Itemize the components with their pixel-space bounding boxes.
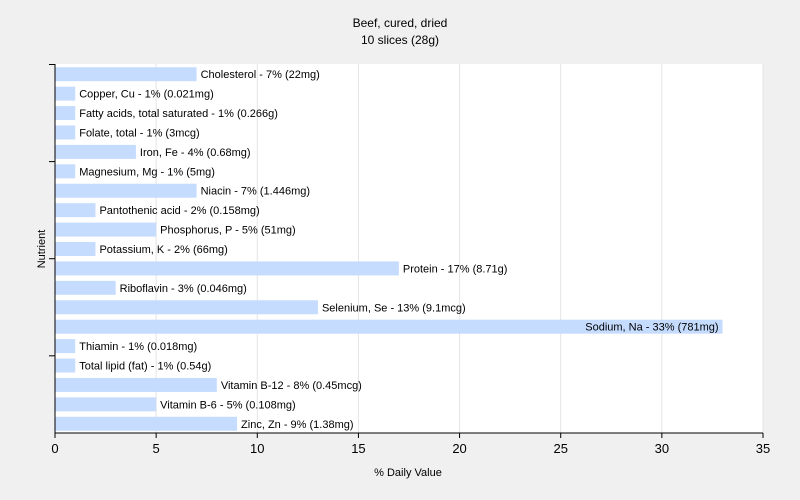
bar-label-10: Protein - 17% (8.71g) [403, 263, 508, 275]
bar-2 [55, 106, 76, 121]
bar-13 [55, 319, 723, 334]
chart-title: Beef, cured, dried [353, 16, 448, 30]
x-tick-label-7: 35 [756, 441, 770, 456]
x-axis-label: % Daily Value [374, 467, 442, 479]
bar-14 [55, 339, 76, 354]
x-tick-label-1: 5 [153, 441, 160, 456]
bar-label-14: Thiamin - 1% (0.018mg) [79, 341, 197, 353]
chart-subtitle: 10 slices (28g) [361, 33, 439, 47]
bar-label-9: Potassium, K - 2% (66mg) [99, 244, 227, 256]
bar-5 [55, 164, 76, 179]
bar-10 [55, 261, 399, 276]
bar-label-4: Iron, Fe - 4% (0.68mg) [140, 147, 251, 159]
bar-0 [55, 67, 197, 82]
x-tick-label-6: 30 [655, 441, 669, 456]
bar-18 [55, 416, 238, 431]
bar-1 [55, 86, 76, 101]
bar-17 [55, 397, 157, 412]
y-axis-label: Nutrient [36, 230, 48, 269]
x-tick-label-2: 10 [250, 441, 264, 456]
bar-12 [55, 300, 318, 315]
x-tick-label-5: 25 [553, 441, 567, 456]
bar-16 [55, 377, 217, 392]
bar-label-5: Magnesium, Mg - 1% (5mg) [79, 166, 215, 178]
bar-11 [55, 280, 116, 295]
x-tick-label-0: 0 [51, 441, 58, 456]
bar-label-15: Total lipid (fat) - 1% (0.54g) [79, 361, 211, 373]
bar-9 [55, 242, 96, 256]
bar-15 [55, 358, 76, 373]
bar-label-12: Selenium, Se - 13% (9.1mcg) [322, 302, 466, 314]
bar-label-2: Fatty acids, total saturated - 1% (0.266… [79, 108, 278, 120]
bar-label-17: Vitamin B-6 - 5% (0.108mg) [160, 399, 296, 411]
x-tick-label-3: 15 [351, 441, 365, 456]
bar-label-6: Niacin - 7% (1.446mg) [201, 186, 310, 198]
bar-label-0: Cholesterol - 7% (22mg) [201, 69, 320, 81]
plot-background [55, 64, 763, 433]
bar-label-18: Zinc, Zn - 9% (1.38mg) [241, 419, 353, 431]
bar-label-1: Copper, Cu - 1% (0.021mg) [79, 89, 214, 101]
bar-3 [55, 125, 76, 140]
bar-6 [55, 183, 197, 198]
bar-label-11: Riboflavin - 3% (0.046mg) [120, 283, 247, 295]
bar-4 [55, 144, 136, 159]
bar-label-3: Folate, total - 1% (3mcg) [79, 127, 199, 139]
x-tick-label-4: 20 [452, 441, 466, 456]
bar-label-13: Sodium, Na - 33% (781mg) [585, 322, 718, 334]
bar-7 [55, 203, 96, 218]
plot-area: Cholesterol - 7% (22mg) Copper, Cu - 1% (… [49, 64, 770, 456]
bar-label-7: Pantothenic acid - 2% (0.158mg) [99, 205, 259, 217]
bar-label-16: Vitamin B-12 - 8% (0.45mcg) [221, 380, 362, 392]
bar-label-8: Phosphorus, P - 5% (51mg) [160, 225, 296, 237]
bar-8 [55, 222, 157, 237]
